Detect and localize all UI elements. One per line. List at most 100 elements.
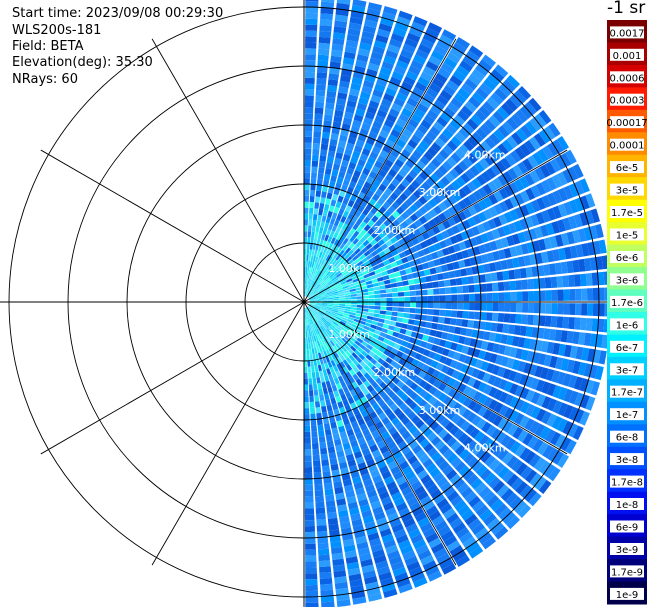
range-gate [359, 221, 367, 229]
range-gate [359, 42, 372, 51]
range-gate [552, 450, 564, 465]
range-gate [374, 235, 382, 243]
range-gate [491, 282, 499, 292]
range-gate [371, 278, 378, 284]
range-gate [480, 140, 492, 153]
range-gate [414, 352, 423, 361]
range-gate [513, 325, 521, 336]
range-gate [325, 102, 335, 110]
range-gate [393, 471, 404, 481]
range-gate [524, 469, 538, 483]
range-gate [344, 550, 357, 559]
range-gate [480, 302, 487, 311]
range-gate [391, 491, 403, 501]
range-gate [469, 546, 484, 559]
range-ring-label: 2.00km [374, 366, 416, 379]
range-gate [396, 455, 407, 466]
range-gate [319, 577, 333, 585]
range-gate [317, 424, 324, 431]
range-gate [317, 327, 322, 334]
range-gate [342, 285, 349, 290]
range-gate [398, 481, 410, 491]
range-gate [315, 304, 322, 307]
range-gate [320, 7, 334, 15]
range-gate [342, 417, 350, 426]
range-gate [430, 235, 439, 244]
range-gate [372, 120, 383, 130]
colorbar-tick-label: 6e-7 [616, 343, 639, 354]
range-gate [437, 67, 451, 79]
range-gate [309, 296, 315, 300]
range-gate [305, 30, 317, 37]
range-gate [321, 406, 327, 413]
range-gate [451, 413, 461, 424]
range-gate [407, 184, 417, 194]
range-gate [478, 199, 488, 211]
range-gate [390, 236, 398, 244]
range-gate [440, 481, 452, 493]
elevation-label: Elevation(deg): 35.30 [12, 55, 153, 70]
range-gate [333, 298, 340, 301]
range-gate [382, 323, 390, 329]
range-gate [465, 328, 473, 337]
range-gate [487, 218, 497, 230]
range-gate [446, 80, 460, 92]
range-gate [548, 122, 561, 137]
range-gate [326, 404, 333, 412]
range-gate [545, 368, 555, 382]
range-gate [313, 237, 318, 245]
range-gate [316, 263, 321, 270]
range-gate [457, 294, 464, 302]
colorbar: 0.00170.0010.00060.00030.000170.00016e-5… [606, 20, 647, 605]
range-gate [560, 437, 572, 452]
range-gate [503, 247, 512, 259]
range-gate [511, 257, 520, 268]
range-gate [475, 87, 489, 100]
range-gate [341, 317, 348, 321]
range-gate [345, 256, 352, 263]
range-gate [401, 416, 411, 426]
range-gate [399, 460, 410, 471]
range-gate [478, 158, 490, 170]
range-gate [313, 329, 317, 336]
range-gate [309, 304, 315, 307]
range-gate [349, 507, 360, 516]
range-gate [304, 136, 312, 143]
range-gate [498, 507, 512, 521]
range-gate [390, 149, 400, 159]
range-gate [328, 348, 334, 355]
range-gate [442, 324, 450, 332]
range-gate [544, 277, 552, 289]
range-gate [309, 249, 313, 256]
range-gate [525, 403, 536, 417]
range-gate [572, 163, 584, 179]
range-gate [377, 322, 384, 328]
range-gate [420, 119, 432, 130]
range-gate [451, 294, 458, 302]
range-gate [313, 460, 321, 467]
range-gate [471, 266, 479, 275]
range-gate [352, 343, 359, 350]
range-gate [322, 387, 328, 395]
range-gate [376, 28, 391, 38]
range-gate [332, 277, 339, 283]
azimuth-spoke [151, 38, 305, 303]
range-gate [356, 310, 363, 314]
range-gate [385, 357, 393, 364]
range-gate [430, 488, 442, 500]
range-gate [323, 267, 329, 274]
range-gate [454, 461, 466, 473]
range-gate [442, 160, 453, 172]
range-gate [494, 503, 508, 516]
range-gate [426, 484, 439, 495]
range-gate [394, 158, 404, 168]
range-gate [311, 274, 315, 280]
range-gate [439, 302, 446, 309]
range-gate [447, 490, 460, 502]
range-gate [446, 183, 457, 194]
range-gate [355, 218, 363, 226]
range-gate [307, 313, 311, 319]
range-gate [359, 442, 369, 451]
range-gate [378, 571, 393, 581]
range-gate [372, 264, 380, 271]
